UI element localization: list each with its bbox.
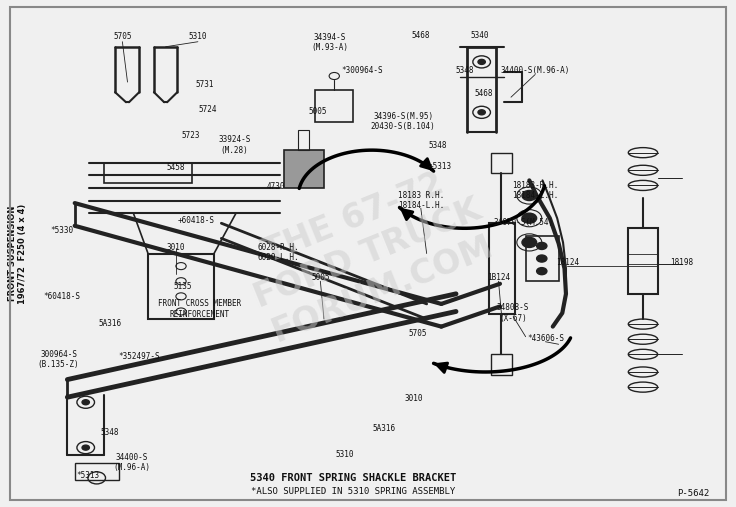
Text: 3010: 3010 <box>404 394 422 403</box>
Text: 5310: 5310 <box>188 32 207 41</box>
Text: 5A316: 5A316 <box>372 424 396 433</box>
Text: 34808-S
(X-67): 34808-S (X-67) <box>497 303 529 322</box>
Bar <box>491 153 512 173</box>
Text: 5A316: 5A316 <box>99 318 121 328</box>
Text: 300964-S
(B.135-Z): 300964-S (B.135-Z) <box>38 350 79 369</box>
Text: 34670-S(M.54): 34670-S(M.54) <box>493 218 553 227</box>
Text: 5135: 5135 <box>174 282 193 291</box>
Circle shape <box>478 110 485 115</box>
Text: 18124: 18124 <box>556 258 579 267</box>
Circle shape <box>537 268 547 275</box>
Text: *60418-S: *60418-S <box>43 292 80 301</box>
Text: FRONT CROSS MEMBER
REINFORCEMENT: FRONT CROSS MEMBER REINFORCEMENT <box>158 299 241 319</box>
Circle shape <box>537 242 547 249</box>
Text: +5313: +5313 <box>428 162 451 171</box>
Text: *5313: *5313 <box>77 471 99 480</box>
Text: *5330: *5330 <box>50 226 73 235</box>
Text: FRONT SUSPENSION
1967/72  F250 (4 x 4): FRONT SUSPENSION 1967/72 F250 (4 x 4) <box>8 203 27 304</box>
Circle shape <box>537 255 547 262</box>
Text: 5723: 5723 <box>181 130 199 139</box>
Text: *ALSO SUPPLIED IN 5310 SPRING ASSEMBLY: *ALSO SUPPLIED IN 5310 SPRING ASSEMBLY <box>251 487 456 496</box>
Text: 5705: 5705 <box>408 329 427 338</box>
Text: 1B124: 1B124 <box>487 273 510 282</box>
Text: 5005: 5005 <box>309 107 328 116</box>
Text: 34400-S(M.96-A): 34400-S(M.96-A) <box>500 66 570 76</box>
Text: 33924-S
(M.28): 33924-S (M.28) <box>219 135 251 155</box>
Text: 5340: 5340 <box>470 31 489 40</box>
Text: 5348: 5348 <box>101 428 119 437</box>
Circle shape <box>522 213 537 223</box>
Bar <box>283 150 324 188</box>
Text: 18183 R.H.
18184-L.H.: 18183 R.H. 18184-L.H. <box>397 191 444 210</box>
Text: P-5642: P-5642 <box>676 489 709 497</box>
Text: 5724: 5724 <box>199 105 217 114</box>
Text: 5310: 5310 <box>336 450 354 459</box>
Text: 5005: 5005 <box>311 273 330 282</box>
Text: 5348: 5348 <box>428 140 447 150</box>
Text: 5340 FRONT SPRING SHACKLE BRACKET: 5340 FRONT SPRING SHACKLE BRACKET <box>250 473 456 483</box>
Bar <box>104 163 192 183</box>
Text: 6028-R.H.
6029-L.H.: 6028-R.H. 6029-L.H. <box>258 243 300 262</box>
Circle shape <box>522 237 537 247</box>
Circle shape <box>478 59 485 64</box>
Text: 5468: 5468 <box>475 89 493 98</box>
Text: 5731: 5731 <box>196 80 214 89</box>
Bar <box>629 228 658 294</box>
Text: *352497-S: *352497-S <box>118 352 160 361</box>
Text: *43606-S: *43606-S <box>527 334 564 343</box>
Bar <box>148 254 214 319</box>
Text: 18198: 18198 <box>670 258 693 267</box>
Text: 4730: 4730 <box>267 183 286 192</box>
Text: 3010: 3010 <box>166 243 185 252</box>
Circle shape <box>522 191 537 201</box>
Circle shape <box>82 445 89 450</box>
Circle shape <box>82 400 89 405</box>
Text: 5348: 5348 <box>456 66 474 76</box>
Text: 34394-S
(M.93-A): 34394-S (M.93-A) <box>311 33 348 52</box>
Text: 34396-S(M.95)
20430-S(B.104): 34396-S(M.95) 20430-S(B.104) <box>371 112 436 131</box>
Bar <box>75 463 118 481</box>
Text: 5705: 5705 <box>113 32 132 41</box>
Bar <box>298 130 309 150</box>
Bar <box>315 90 353 122</box>
Bar <box>491 354 512 375</box>
Text: THE 67-72
FORD TRUCK
FORUM.COM: THE 67-72 FORD TRUCK FORUM.COM <box>236 157 500 350</box>
Text: 18183-R.H.
18184-L.H.: 18183-R.H. 18184-L.H. <box>512 181 559 200</box>
Bar <box>489 223 514 314</box>
Text: 5458: 5458 <box>166 163 185 172</box>
Bar <box>526 236 559 281</box>
Text: 5468: 5468 <box>411 31 430 40</box>
Text: +60418-S: +60418-S <box>177 216 214 225</box>
Text: 34400-S
(M.96-A): 34400-S (M.96-A) <box>113 453 150 473</box>
Text: *300964-S: *300964-S <box>342 66 383 76</box>
